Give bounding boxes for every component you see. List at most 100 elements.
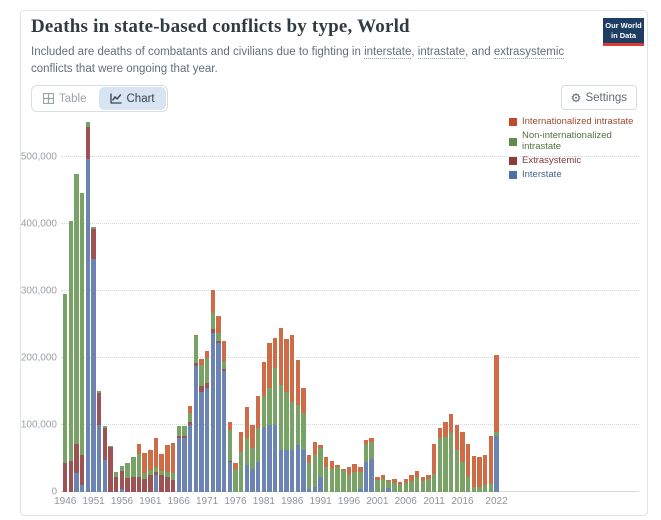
bar-1994[interactable] [335,465,340,492]
bar-1955[interactable] [114,471,119,492]
bar-1976[interactable] [233,462,238,492]
extrasystemic-link[interactable]: extrasystemic [493,46,565,59]
tab-table[interactable]: Table [32,86,98,111]
bar-1978[interactable] [244,406,250,492]
bar-1972[interactable] [210,289,215,492]
bar-1997[interactable] [352,463,357,492]
bar-1951[interactable] [91,226,96,492]
bar-1952[interactable] [97,390,102,492]
bar-2006[interactable] [403,478,408,492]
bar-1996[interactable] [346,467,352,492]
bar-1969[interactable] [193,334,198,492]
bar-1983[interactable] [272,337,278,492]
bar-1965[interactable] [170,443,176,492]
bar-2011[interactable] [431,444,437,492]
bar-1985[interactable] [284,339,289,492]
bar-1974[interactable] [221,341,227,492]
bar-1988[interactable] [301,388,306,492]
bar-1946[interactable] [63,293,68,492]
bar-2009[interactable] [420,477,425,492]
bar-1957[interactable] [125,462,130,492]
bar-segment [335,466,340,492]
bar-2007[interactable] [409,474,414,492]
bar-1980[interactable] [255,395,261,492]
bar-1984[interactable] [278,327,284,492]
bar-2020[interactable] [482,455,488,492]
bar-1949[interactable] [80,192,85,492]
bar-1968[interactable] [187,406,193,492]
bar-1961[interactable] [148,449,153,492]
bar-1998[interactable] [358,466,363,492]
bar-segment [284,339,289,392]
bar-1993[interactable] [329,461,335,492]
bar-1971[interactable] [204,351,210,492]
bar-segment [448,433,454,492]
bar-2002[interactable] [380,475,386,492]
bar-1995[interactable] [341,468,346,492]
bar-1953[interactable] [102,426,108,492]
bar-2014[interactable] [448,414,454,492]
bar-segment [210,289,215,314]
bar-1987[interactable] [295,360,301,492]
bar-1977[interactable] [238,431,244,492]
bar-segment [261,362,267,396]
bar-1959[interactable] [136,443,142,492]
bar-1970[interactable] [199,359,204,492]
bar-2019[interactable] [477,457,482,492]
plot-area[interactable] [61,115,639,492]
bar-1981[interactable] [261,362,267,492]
bar-1967[interactable] [182,426,187,492]
bar-1958[interactable] [131,456,136,492]
bar-1960[interactable] [142,453,147,492]
bar-segment [312,455,318,487]
bar-2017[interactable] [465,443,471,492]
bar-2021[interactable] [488,435,494,492]
bar-2004[interactable] [392,478,397,492]
bar-1954[interactable] [108,445,113,492]
bar-2016[interactable] [460,431,465,492]
intrastate-link[interactable]: intrastate [417,46,466,59]
bar-2015[interactable] [454,425,460,492]
bar-segment [250,448,255,469]
bar-2005[interactable] [397,481,403,492]
interstate-link[interactable]: interstate [364,46,412,59]
bar-2013[interactable] [443,421,448,492]
bar-segment [409,474,414,482]
bar-1979[interactable] [250,425,255,492]
bar-segment [165,445,170,472]
bar-segment [165,477,170,492]
bar-2012[interactable] [437,428,442,492]
bar-1982[interactable] [267,343,272,492]
bar-1966[interactable] [176,425,181,492]
bar-1956[interactable] [119,465,125,492]
bar-1962[interactable] [153,438,159,492]
bar-2018[interactable] [471,455,477,492]
bar-segment [136,453,142,477]
owid-logo[interactable]: Our World in Data [603,18,644,46]
bar-2010[interactable] [426,474,431,492]
bar-1950[interactable] [85,121,91,492]
bar-segment [187,412,193,423]
bar-2000[interactable] [369,438,374,492]
bar-1989[interactable] [307,455,312,492]
tab-chart[interactable]: Chart [98,87,166,110]
bar-1973[interactable] [216,315,221,492]
bar-1990[interactable] [312,441,318,492]
bar-1975[interactable] [227,421,232,492]
bar-2022[interactable] [494,354,499,492]
bar-1991[interactable] [318,445,323,492]
bar-1947[interactable] [68,220,74,492]
bar-1963[interactable] [159,454,164,492]
x-tick-label: 1956 [110,496,134,507]
bar-2003[interactable] [386,479,391,492]
gridline [61,156,639,157]
bar-1986[interactable] [290,334,295,492]
bar-1964[interactable] [165,445,170,492]
bar-1948[interactable] [74,173,79,492]
bar-1992[interactable] [324,457,329,492]
bar-1999[interactable] [363,439,369,492]
settings-button[interactable]: ⚙ Settings [560,85,637,110]
bar-segment [369,441,374,459]
bar-2001[interactable] [375,477,380,492]
bar-2008[interactable] [414,470,420,492]
